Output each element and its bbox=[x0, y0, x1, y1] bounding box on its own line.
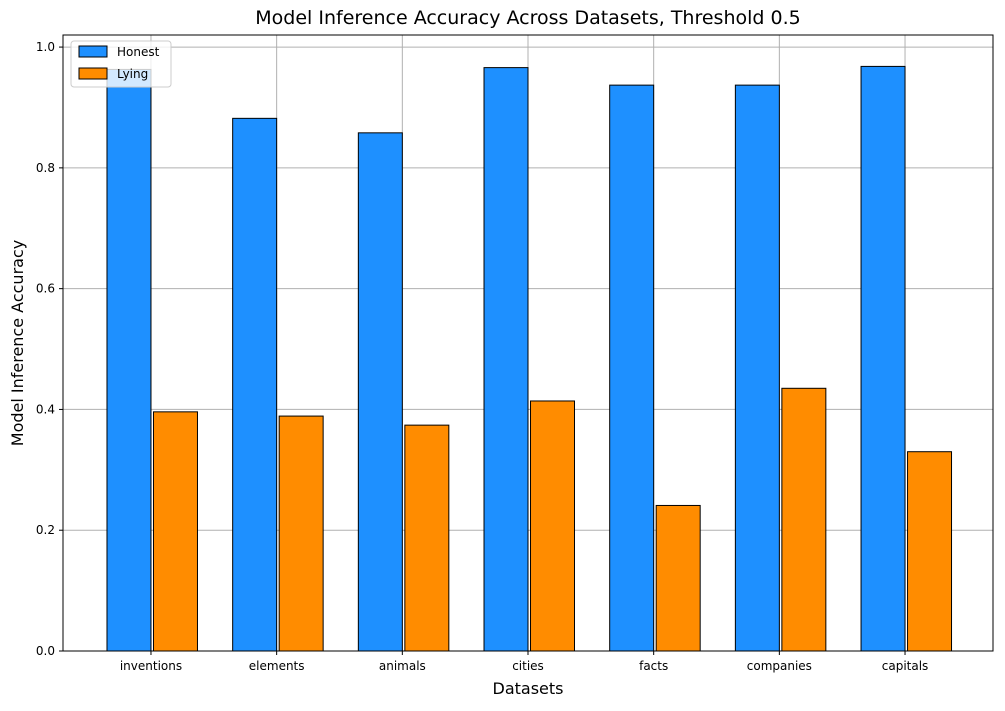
y-tick-label: 0.4 bbox=[36, 402, 55, 416]
x-tick-label-cities: cities bbox=[512, 659, 544, 673]
bar-honest-capitals bbox=[860, 65, 906, 652]
y-tick-label: 1.0 bbox=[36, 40, 55, 54]
chart-title: Model Inference Accuracy Across Datasets… bbox=[255, 7, 800, 29]
bars-layer bbox=[106, 65, 953, 652]
legend-label-lying: Lying bbox=[117, 67, 148, 81]
y-tick-label: 0.6 bbox=[36, 282, 55, 296]
y-tick-label: 0.0 bbox=[36, 644, 55, 658]
bar-lying-capitals bbox=[907, 451, 953, 652]
bar-lying-facts bbox=[655, 504, 701, 652]
x-tick-label-inventions: inventions bbox=[120, 659, 182, 673]
x-tick-label-elements: elements bbox=[249, 659, 305, 673]
ticks-layer: 0.0 0.2 0.4 0.6 0.8 1.0 inventions elements anim… bbox=[36, 40, 928, 673]
x-tick-label-companies: companies bbox=[747, 659, 812, 673]
legend-swatch-lying bbox=[78, 67, 108, 80]
bar-honest-elements bbox=[232, 117, 278, 652]
bar-honest-animals bbox=[357, 132, 403, 652]
legend: Honest Lying bbox=[70, 40, 172, 88]
bar-lying-inventions bbox=[152, 411, 198, 652]
bar-honest-cities bbox=[483, 67, 529, 652]
legend-swatch-honest bbox=[78, 45, 108, 58]
x-axis-label: Datasets bbox=[493, 679, 564, 698]
x-tick-label-facts: facts bbox=[639, 659, 668, 673]
y-tick-label: 0.2 bbox=[36, 523, 55, 537]
legend-label-honest: Honest bbox=[117, 45, 160, 59]
bar-lying-cities bbox=[530, 400, 575, 652]
bar-lying-elements bbox=[278, 415, 324, 652]
bar-honest-facts bbox=[609, 84, 655, 652]
x-tick-label-animals: animals bbox=[379, 659, 426, 673]
y-tick-label: 0.8 bbox=[36, 161, 55, 175]
bar-lying-companies bbox=[781, 387, 827, 652]
y-axis-label: Model Inference Accuracy bbox=[8, 240, 27, 446]
x-tick-label-capitals: capitals bbox=[882, 659, 929, 673]
bar-lying-animals bbox=[404, 424, 450, 652]
bar-honest-companies bbox=[734, 84, 780, 652]
bar-honest-inventions bbox=[106, 68, 152, 652]
